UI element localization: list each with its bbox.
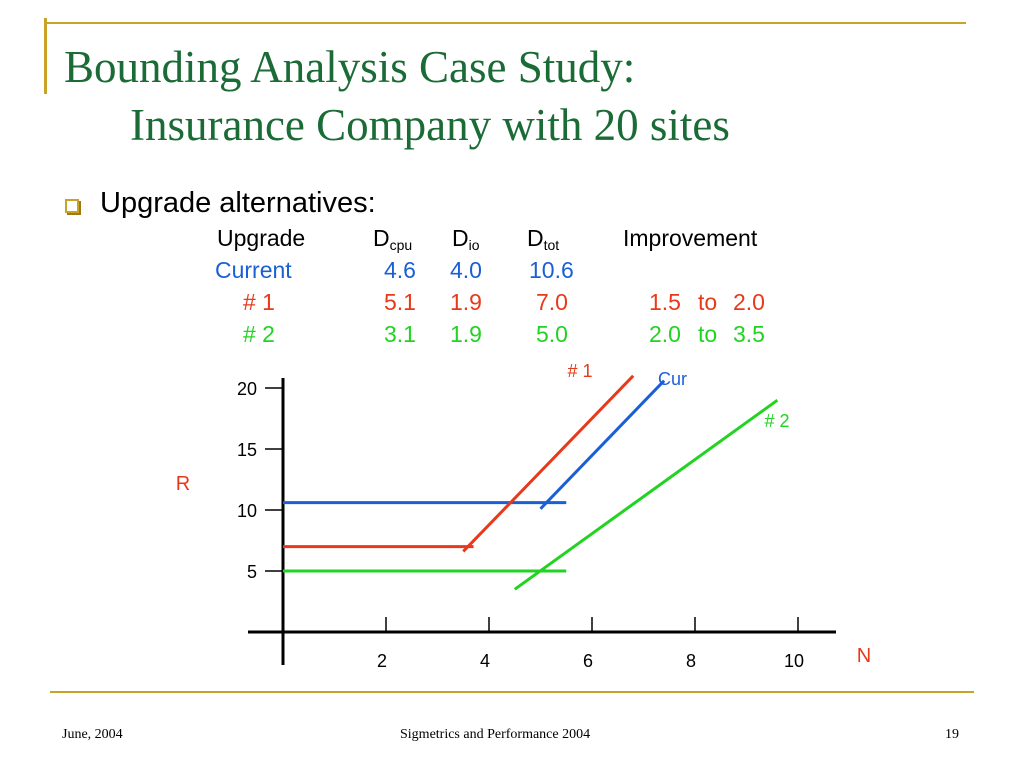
row-1-dcpu: 5.1 [384,289,416,315]
series-label-2: # 2 [764,411,789,431]
slide-title: Bounding Analysis Case Study: Insurance … [64,38,730,154]
x-axis-label: N [857,645,871,667]
x-tick-label-10: 10 [784,651,804,671]
row-2-imp-to: 3.5 [733,321,765,347]
bullet-text: Upgrade alternatives: [100,187,376,219]
y-axis-label: R [176,473,190,495]
row-2-to: to [698,321,718,347]
series-0-segment-1 [539,379,666,510]
row-1-imp-from: 1.5 [649,289,681,315]
row-1-dio: 1.9 [450,289,482,315]
y-tick-label-5: 5 [247,562,257,582]
row-2-dio: 1.9 [450,321,482,347]
row-current-dio: 4.0 [450,257,482,283]
y-tick-label-15: 15 [237,440,257,460]
row-1-name: # 1 [243,289,275,315]
row-1-dtot: 7.0 [536,289,568,315]
footer-page-number: 19 [945,727,959,742]
y-tick-label-10: 10 [237,501,257,521]
header-upgrade: Upgrade [217,225,306,251]
header-dio: Dio [452,225,480,253]
x-tick-label-8: 8 [686,651,696,671]
row-1-imp-to: 2.0 [733,289,765,315]
decorative-vertical-rule [44,18,47,94]
row-current-dtot: 10.6 [529,257,574,283]
footer-conference: Sigmetrics and Performance 2004 [400,727,591,742]
header-improvement: Improvement [623,225,758,251]
header-dtot: Dtot [527,225,560,253]
series-2-segment-1 [513,398,779,591]
x-tick-label-2: 2 [377,651,387,671]
title-line-1: Bounding Analysis Case Study: [64,42,636,92]
series-label-1: # 1 [567,361,592,381]
x-tick-label-4: 4 [480,651,490,671]
decorative-top-rule [44,22,966,24]
footer-date: June, 2004 [62,727,123,742]
row-2-name: # 2 [243,321,275,347]
row-current-dcpu: 4.6 [384,257,416,283]
header-dcpu: Dcpu [373,225,413,253]
square-bullet-icon [65,199,79,213]
row-current-name: Current [215,257,292,283]
row-2-imp-from: 2.0 [649,321,681,347]
y-tick-label-20: 20 [237,379,257,399]
row-1-to: to [698,289,718,315]
x-tick-label-6: 6 [583,651,593,671]
series-1-segment-1 [462,374,635,553]
title-line-2: Insurance Company with 20 sites [130,100,730,150]
footer-rule [50,691,974,693]
row-2-dcpu: 3.1 [384,321,416,347]
series-label-0: Cur [658,369,687,389]
row-2-dtot: 5.0 [536,321,568,347]
